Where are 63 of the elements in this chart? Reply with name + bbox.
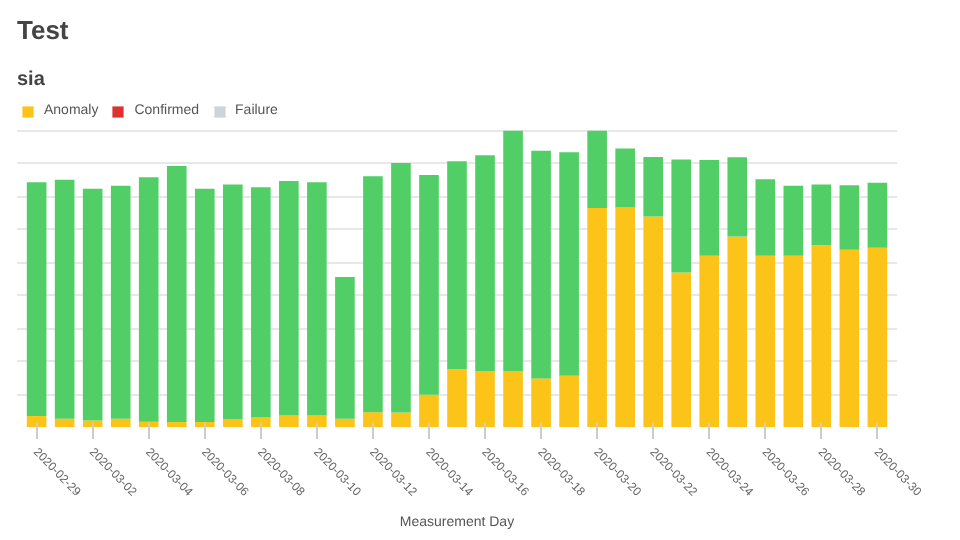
bar [138, 177, 159, 422]
bar [531, 150, 551, 379]
bar [727, 236, 748, 427]
bar [166, 421, 187, 427]
bar [783, 255, 804, 427]
bar [26, 416, 47, 427]
bar [82, 420, 103, 427]
bar [363, 176, 383, 413]
bar [166, 165, 187, 422]
bar [643, 157, 663, 217]
bar [643, 216, 663, 427]
bar [391, 412, 411, 427]
bar [110, 418, 131, 427]
bar [615, 148, 635, 208]
bar [419, 394, 439, 427]
bar [222, 419, 243, 427]
bar [307, 415, 327, 427]
bar [503, 370, 523, 427]
bar [699, 159, 720, 256]
bar [531, 378, 551, 427]
bar [279, 415, 299, 427]
bar [475, 370, 495, 427]
bar [54, 179, 75, 419]
bar [559, 152, 579, 376]
bar [755, 255, 776, 427]
bar [811, 245, 832, 427]
bar [335, 418, 355, 427]
bar [251, 417, 271, 427]
bar [335, 277, 355, 419]
bar [26, 182, 47, 417]
bar [867, 247, 888, 427]
bar [839, 249, 860, 427]
bar [615, 207, 635, 427]
chart-subtitle: sia [17, 69, 46, 91]
bar [587, 130, 607, 208]
bar [559, 375, 579, 427]
bar [671, 159, 692, 273]
bar [755, 179, 776, 256]
bar [727, 157, 748, 237]
bar [419, 175, 439, 395]
bar [363, 412, 383, 427]
bar [447, 369, 467, 427]
bar [867, 182, 888, 248]
bar [82, 188, 103, 421]
bar [222, 184, 243, 420]
bar [279, 181, 299, 416]
bar [671, 272, 692, 427]
bar [839, 185, 860, 250]
bar [475, 155, 495, 371]
bar [391, 162, 411, 413]
bar [194, 421, 215, 427]
bar [503, 130, 523, 371]
bar [811, 184, 832, 246]
bar [587, 207, 607, 427]
bar [447, 161, 467, 370]
chart-title: Test [17, 15, 70, 45]
bar [307, 182, 327, 416]
bar [194, 188, 215, 422]
bar [251, 187, 271, 418]
bar [110, 185, 131, 419]
bar [54, 418, 75, 427]
bar [783, 185, 804, 256]
bar [699, 255, 720, 427]
